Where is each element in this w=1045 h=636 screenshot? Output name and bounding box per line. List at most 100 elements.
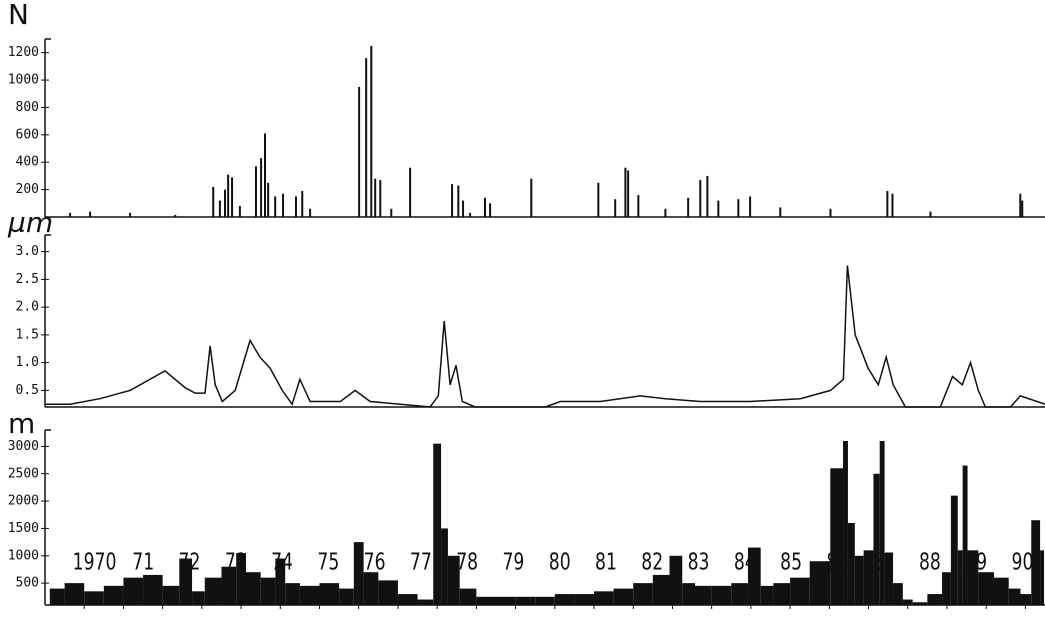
x-tick-label: 75 <box>317 548 339 575</box>
bar <box>962 465 968 605</box>
bar <box>1031 520 1041 605</box>
bar <box>129 212 132 217</box>
bar <box>574 594 595 605</box>
bar <box>212 186 215 217</box>
bar <box>374 178 377 217</box>
bar <box>379 180 382 217</box>
bar <box>267 182 270 217</box>
bar <box>886 190 889 217</box>
bar <box>174 214 177 217</box>
bar <box>942 572 951 605</box>
x-tick-label: 77 <box>410 548 432 575</box>
y-tick-label: 2500 <box>8 466 39 481</box>
bar <box>1008 588 1021 605</box>
bar <box>294 196 297 217</box>
bar <box>260 158 263 217</box>
x-tick-label: 88 <box>919 548 941 575</box>
bar <box>409 167 412 217</box>
bar <box>1021 200 1024 217</box>
bar <box>687 197 690 217</box>
bar <box>950 495 958 605</box>
bar <box>633 583 653 605</box>
bar <box>417 599 434 605</box>
bar <box>264 133 266 217</box>
bar <box>162 585 180 605</box>
bar <box>779 207 782 217</box>
y-tick-label: 1.5 <box>16 327 39 342</box>
y-tick-label: 600 <box>16 127 39 142</box>
bar <box>847 522 855 605</box>
bar <box>204 577 222 605</box>
bar <box>447 555 460 605</box>
bar <box>282 193 285 217</box>
bar <box>319 583 340 605</box>
bar <box>699 180 702 217</box>
bar <box>254 166 257 217</box>
y-axis-label: µm <box>7 206 53 239</box>
y-tick-label: 200 <box>16 182 39 197</box>
bar <box>535 596 555 605</box>
bar <box>978 572 995 605</box>
x-tick-label: 82 <box>641 548 663 575</box>
y-tick-label: 1000 <box>8 548 39 563</box>
bar <box>378 580 398 605</box>
bar <box>495 596 516 605</box>
bar <box>469 212 472 217</box>
bar <box>397 594 418 605</box>
x-tick-label: 81 <box>595 548 617 575</box>
bar <box>260 577 276 605</box>
x-tick-label: 80 <box>549 548 571 575</box>
x-tick-label: 79 <box>502 548 524 575</box>
bar <box>829 208 832 217</box>
x-tick-label: 90 <box>1012 548 1034 575</box>
bar <box>760 585 774 605</box>
bar <box>927 594 943 605</box>
bar <box>236 553 246 605</box>
x-tick-label: 78 <box>456 548 478 575</box>
bar <box>231 177 234 217</box>
bar <box>967 550 979 605</box>
bar <box>843 440 848 605</box>
bar <box>515 596 536 605</box>
bar <box>809 561 831 605</box>
bar <box>664 208 667 217</box>
bar <box>484 197 486 217</box>
y-axis-label: m <box>8 407 35 440</box>
bar <box>957 550 963 605</box>
bar <box>441 528 448 605</box>
bar <box>299 585 320 605</box>
bar <box>451 184 454 217</box>
bar <box>285 583 300 605</box>
bar <box>682 583 695 605</box>
bar <box>873 473 880 605</box>
bar <box>390 208 393 217</box>
x-tick-label: 71 <box>132 548 154 575</box>
bar <box>221 566 237 605</box>
x-tick-label: 1970 <box>73 548 117 575</box>
bar <box>863 550 874 605</box>
y-tick-label: 400 <box>16 155 39 170</box>
bar <box>49 588 65 605</box>
bar <box>143 574 163 605</box>
bar <box>339 588 354 605</box>
y-tick-label: 1000 <box>8 73 39 88</box>
y-tick-label: 2.5 <box>16 272 39 287</box>
bar <box>637 195 640 217</box>
bar <box>830 468 844 605</box>
bar <box>353 542 364 605</box>
bar <box>891 193 894 217</box>
bar <box>902 599 913 605</box>
bar <box>275 558 286 605</box>
bar <box>711 585 732 605</box>
bar <box>1019 193 1022 217</box>
bar <box>89 211 92 217</box>
bar <box>123 577 144 605</box>
bar <box>309 208 312 217</box>
bar <box>365 58 368 217</box>
bar <box>274 196 277 217</box>
bar <box>1040 550 1045 605</box>
bar <box>363 572 379 605</box>
bar <box>597 182 600 217</box>
bar <box>929 211 932 217</box>
